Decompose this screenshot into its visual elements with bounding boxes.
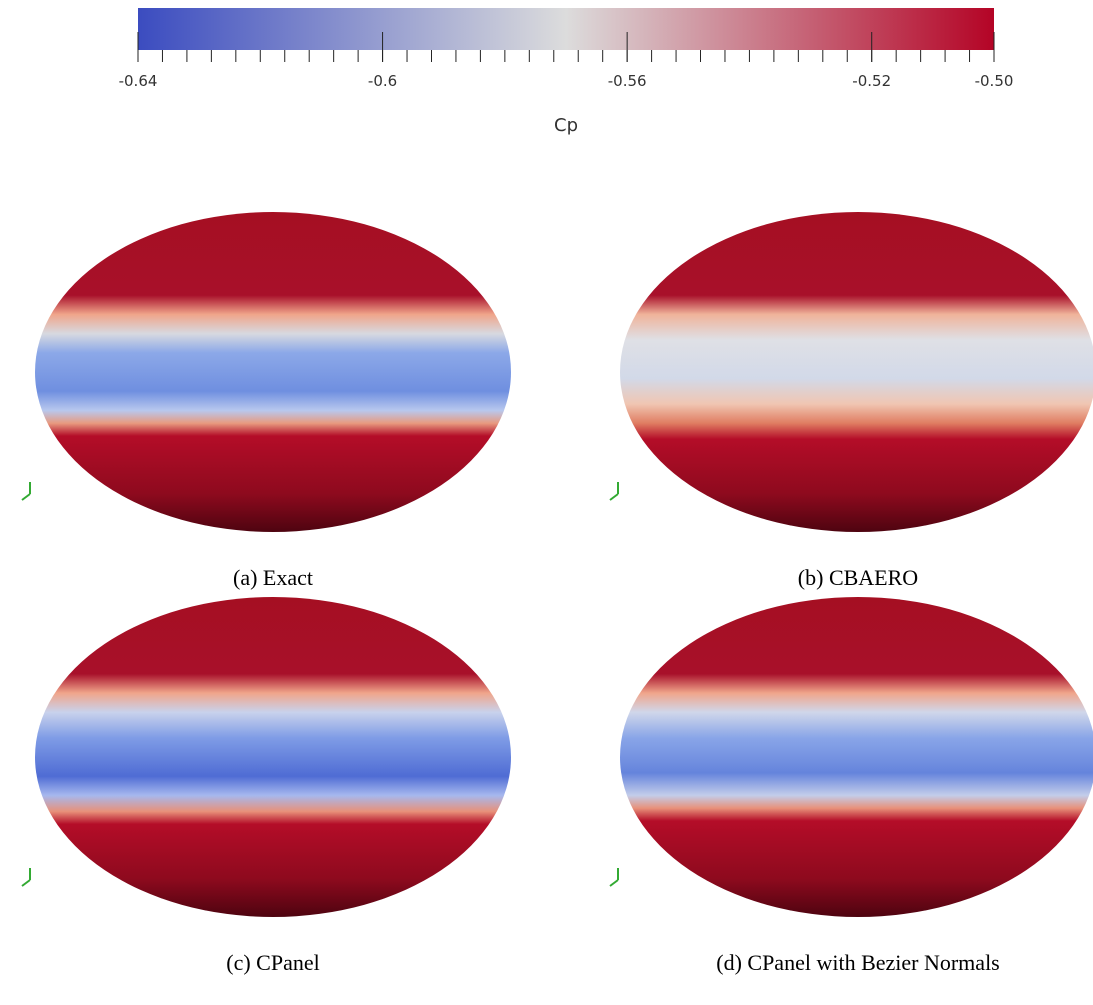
axes-glyph <box>609 482 619 501</box>
ellipsoid <box>620 597 1093 917</box>
panel-d: (d) CPanel with Bezier Normals <box>609 597 1093 975</box>
tick-label: -0.64 <box>119 72 158 90</box>
axes-glyph <box>609 868 619 887</box>
tick-label: -0.52 <box>852 72 891 90</box>
ellipsoid <box>35 597 511 917</box>
tick-label: -0.6 <box>368 72 397 90</box>
colorbar-label: Cp <box>554 115 578 136</box>
colorbar: Cp -0.64 -0.6 -0.56 -0.52 -0.50 <box>119 8 1014 136</box>
tick-label: -0.56 <box>608 72 647 90</box>
caption: (c) CPanel <box>226 950 319 975</box>
ellipsoid <box>35 212 511 532</box>
panel-c: (c) CPanel <box>21 597 511 975</box>
ellipsoid <box>620 212 1093 532</box>
axes-glyph <box>21 482 31 501</box>
caption: (b) CBAERO <box>798 565 918 590</box>
caption: (d) CPanel with Bezier Normals <box>716 950 1000 975</box>
panel-b: (b) CBAERO <box>609 212 1093 590</box>
panel-a: (a) Exact <box>21 212 511 590</box>
tick-label: -0.50 <box>975 72 1014 90</box>
caption: (a) Exact <box>233 565 313 590</box>
colorbar-gradient <box>138 8 994 50</box>
axes-glyph <box>21 868 31 887</box>
